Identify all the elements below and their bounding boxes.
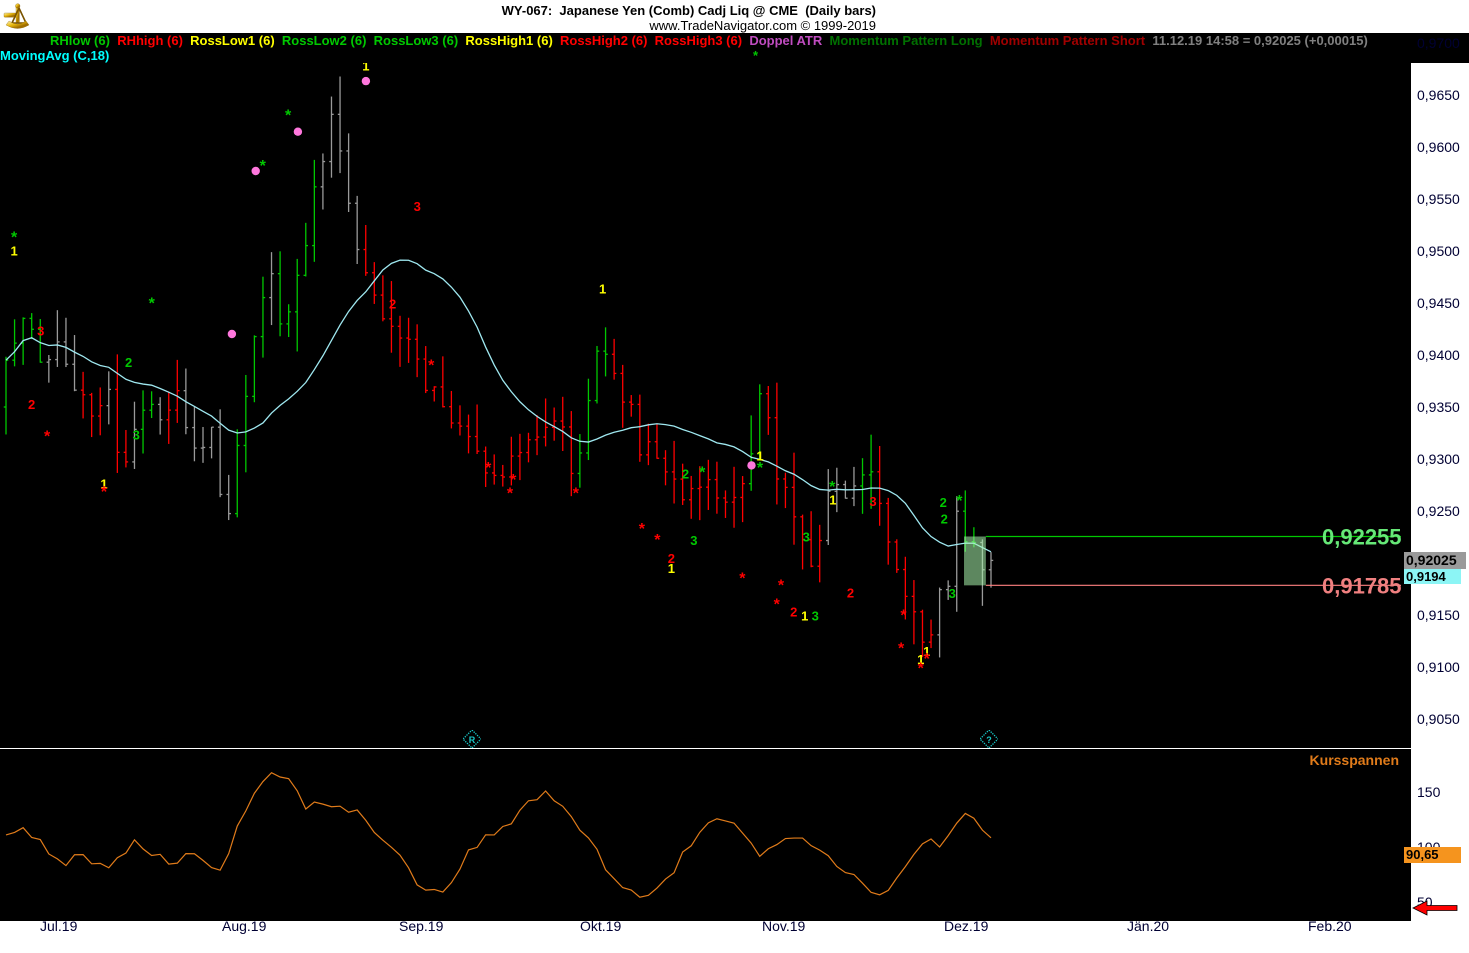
svg-text:2: 2 <box>940 495 947 510</box>
svg-text:3: 3 <box>812 609 819 624</box>
svg-text:1: 1 <box>801 609 808 624</box>
svg-text:3: 3 <box>803 529 810 544</box>
svg-text:*: * <box>739 570 746 587</box>
svg-text:*: * <box>101 484 108 501</box>
svg-text:3: 3 <box>414 199 421 214</box>
svg-text:2: 2 <box>389 297 396 312</box>
svg-text:*: * <box>285 107 292 124</box>
svg-text:2: 2 <box>941 512 948 527</box>
svg-text:*: * <box>428 358 435 375</box>
svg-text:2: 2 <box>28 397 35 412</box>
svg-text:3: 3 <box>949 586 956 601</box>
svg-text:1: 1 <box>362 63 369 74</box>
svg-text:3: 3 <box>37 323 44 338</box>
svg-text:1: 1 <box>10 243 17 258</box>
svg-text:*: * <box>774 596 781 613</box>
svg-text:*: * <box>149 296 156 313</box>
svg-text:*: * <box>778 577 785 594</box>
svg-text:2: 2 <box>847 586 854 601</box>
svg-text:*: * <box>573 485 580 502</box>
svg-text:2: 2 <box>790 604 797 619</box>
svg-text:3: 3 <box>690 533 697 548</box>
svg-text:*: * <box>654 532 661 549</box>
svg-text:1: 1 <box>829 493 836 508</box>
svg-text:2: 2 <box>682 467 689 482</box>
svg-text:*: * <box>900 608 907 625</box>
svg-text:*: * <box>898 641 905 658</box>
svg-text:*: * <box>485 460 492 477</box>
svg-text:*: * <box>956 493 963 510</box>
svg-text:3: 3 <box>133 427 140 442</box>
svg-text:1: 1 <box>668 561 675 576</box>
svg-text:2: 2 <box>125 355 132 370</box>
svg-text:*: * <box>510 472 517 489</box>
svg-text:R: R <box>469 735 476 745</box>
svg-text:*: * <box>44 429 51 446</box>
svg-text:?: ? <box>986 735 992 745</box>
svg-text:0,91785: 0,91785 <box>1322 573 1402 598</box>
svg-text:*: * <box>699 464 706 481</box>
svg-text:*: * <box>260 158 267 175</box>
svg-text:1: 1 <box>599 281 606 296</box>
svg-text:*: * <box>924 651 931 668</box>
svg-text:0,92255: 0,92255 <box>1322 524 1402 549</box>
svg-text:Kursspannen: Kursspannen <box>1310 752 1399 768</box>
svg-text:*: * <box>757 460 764 477</box>
svg-text:*: * <box>639 521 646 538</box>
svg-text:3: 3 <box>869 494 876 509</box>
